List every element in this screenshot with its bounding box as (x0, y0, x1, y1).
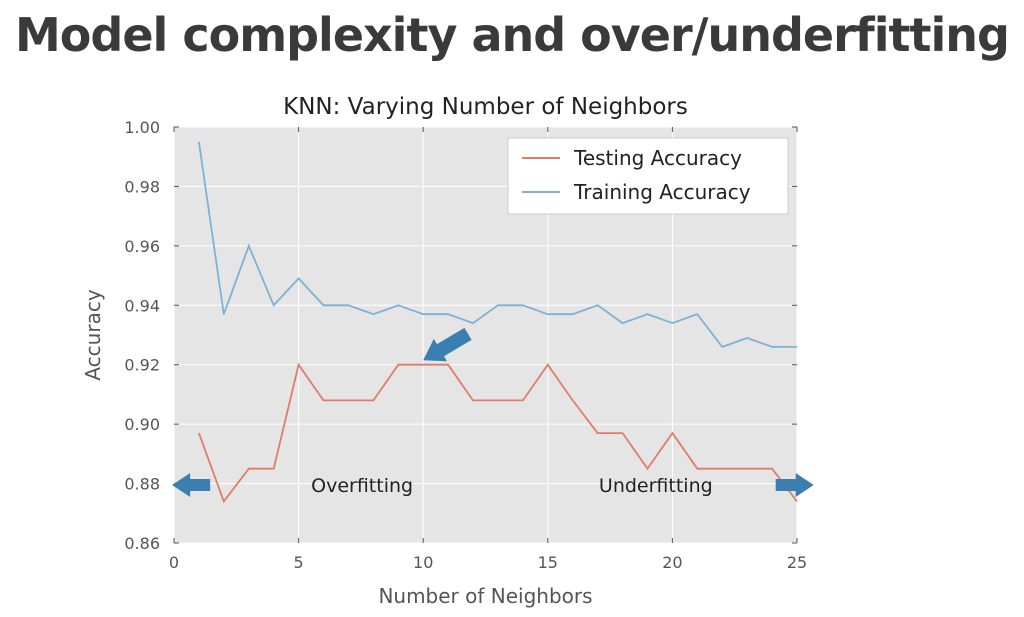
legend-box (507, 137, 789, 215)
overfitting-arrow-icon (172, 473, 211, 498)
slide-title: Model complexity and over/underfitting (15, 8, 1010, 62)
training-accuracy-line (198, 141, 797, 348)
y-tick-label: 0.90 (124, 415, 160, 434)
y-tick-label: 0.86 (124, 534, 160, 553)
annotations: Overfitting Underfitting (172, 327, 814, 498)
x-tick-label: 10 (413, 553, 433, 572)
y-tick-label: 0.92 (124, 356, 160, 375)
chart-title: KNN: Varying Number of Neighbors (283, 94, 688, 120)
legend-entry-label: Training Accuracy (573, 180, 751, 204)
underfitting-arrow-icon (775, 473, 814, 498)
axis-ticks: 0 5 10 15 20 25 0.86 0.88 0.90 0.92 0.94 0.96 0.98 1.… (124, 118, 807, 572)
overfitting-label: Overfitting (311, 475, 413, 497)
x-tick-label: 0 (169, 553, 179, 572)
x-tick-label: 5 (294, 553, 304, 572)
y-tick-label: 0.88 (124, 475, 160, 494)
y-axis-label: Accuracy (81, 289, 105, 380)
x-tick-label: 15 (538, 553, 558, 572)
legend: Testing Accuracy Training Accuracy (507, 137, 789, 215)
x-tick-label: 20 (662, 553, 682, 572)
y-tick-label: 0.96 (124, 237, 160, 256)
sweet-spot-arrow-icon (423, 327, 472, 362)
underfitting-label: Underfitting (599, 475, 713, 497)
testing-accuracy-line (198, 362, 798, 504)
x-axis-label: Number of Neighbors (378, 584, 592, 608)
y-tick-label: 0.94 (124, 296, 160, 315)
y-tick-label: 0.98 (124, 177, 160, 196)
legend-entry-label: Testing Accuracy (573, 146, 742, 170)
x-tick-label: 25 (787, 553, 807, 572)
series-lines (198, 141, 798, 504)
y-tick-label: 1.00 (124, 118, 160, 137)
